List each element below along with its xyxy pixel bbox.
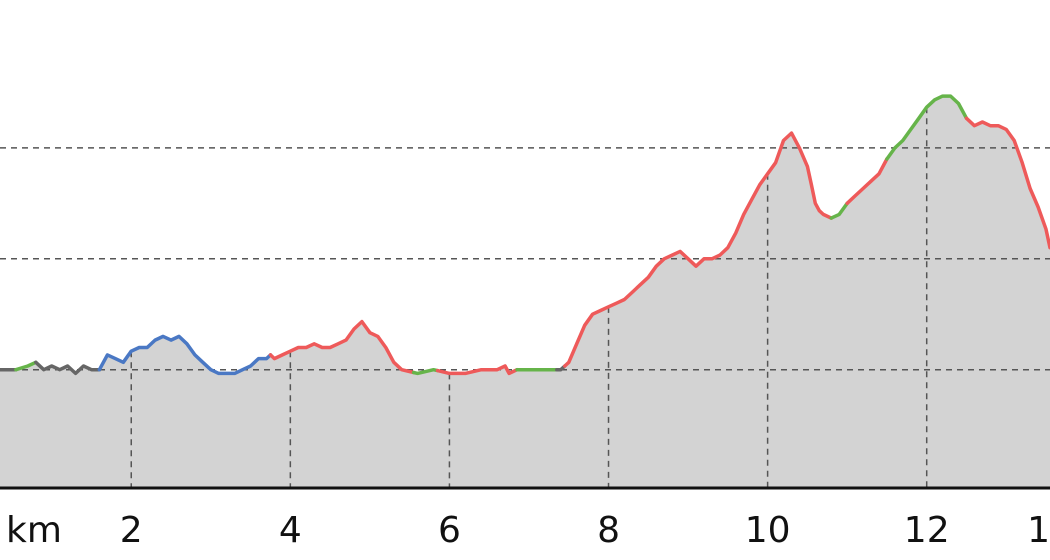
- x-tick-label: 8: [597, 510, 620, 551]
- profile-area-layer: [0, 96, 1050, 488]
- profile-line-segment: [964, 116, 1050, 250]
- profile-line-segment: [829, 201, 849, 220]
- profile-line-segment: [435, 364, 519, 376]
- x-tick-label: 6: [438, 510, 461, 551]
- x-tick-labels: km 2 4 6 8 10 12 1: [6, 510, 1050, 551]
- profile-line-segment: [563, 131, 834, 368]
- x-tick-label: 12: [904, 510, 950, 551]
- x-tick-label: 10: [745, 510, 791, 551]
- profile-line-segment: [845, 157, 889, 206]
- profile-line-segment: [411, 367, 440, 376]
- profile-area-fill: [0, 96, 1050, 488]
- x-tick-label: 2: [120, 510, 143, 551]
- profile-line-segment: [34, 360, 102, 376]
- x-tick-label: 1: [1027, 510, 1050, 551]
- profile-line-layer: [0, 94, 1050, 376]
- x-axis-unit-label: km: [6, 510, 62, 551]
- x-tick-label: 4: [279, 510, 302, 551]
- profile-line-segment: [97, 334, 273, 376]
- profile-line-segment: [555, 364, 567, 372]
- profile-line-segment: [885, 94, 969, 161]
- profile-line-segment: [14, 360, 38, 372]
- grid-layer: [0, 107, 1050, 488]
- profile-line-segment: [268, 319, 416, 375]
